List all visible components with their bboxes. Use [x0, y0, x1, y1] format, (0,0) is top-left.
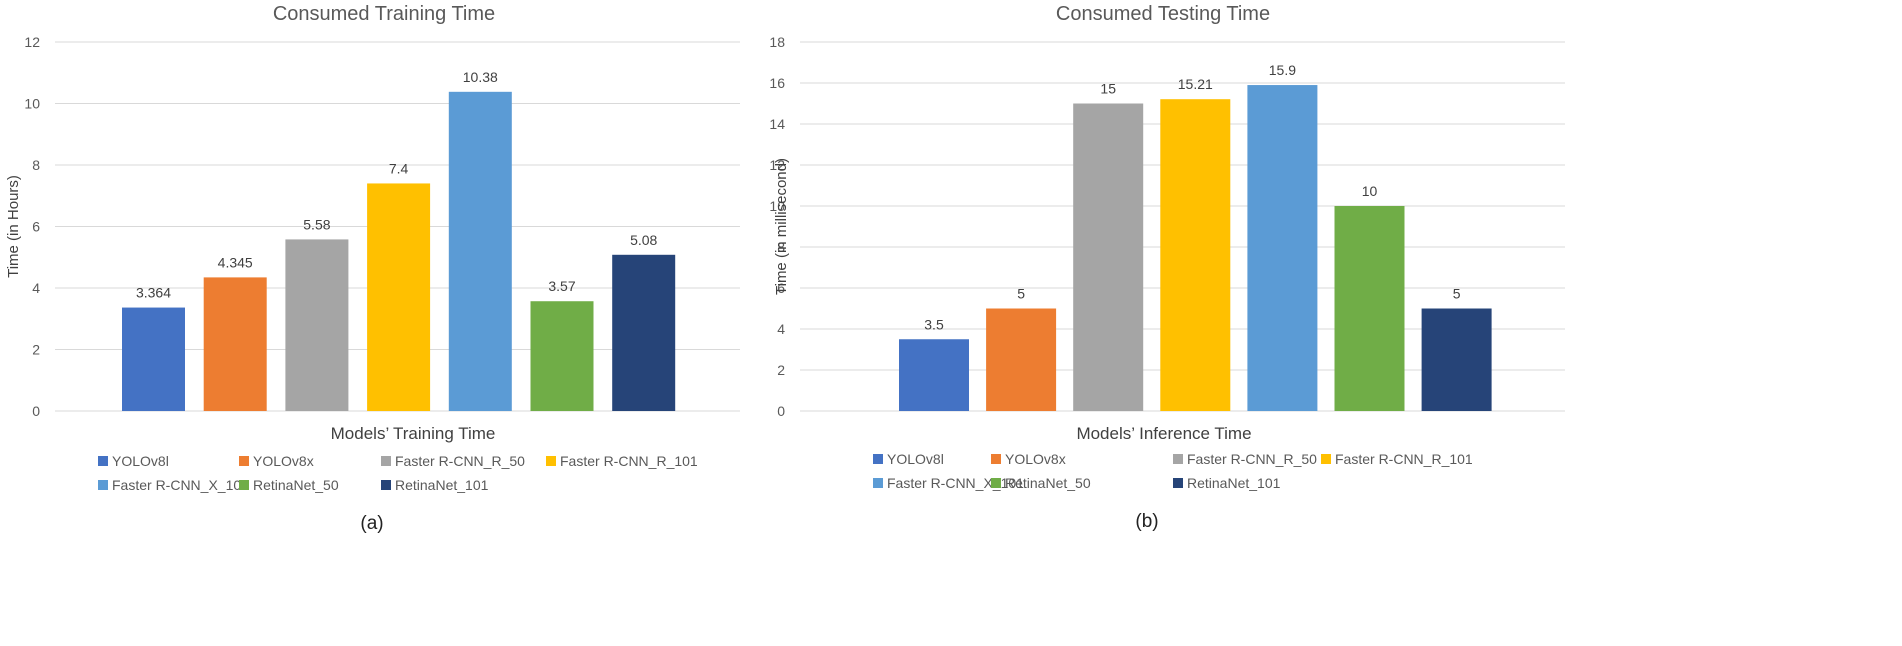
- bar-faster-r-cnn-r-101: [1160, 99, 1231, 411]
- legend-swatch: [991, 478, 1001, 488]
- bar-faster-r-cnn-r-50: [285, 239, 349, 411]
- data-label: 10: [1362, 183, 1378, 199]
- data-label: 3.5: [924, 316, 944, 332]
- legend-label: YOLOv8l: [887, 451, 944, 467]
- legend-item: RetinaNet_50: [239, 477, 339, 493]
- legend-swatch: [239, 480, 249, 490]
- data-label: 5: [1453, 286, 1461, 302]
- bar-faster-r-cnn-r-101: [367, 183, 431, 411]
- legend-item: Faster R-CNN_R_101: [546, 453, 698, 469]
- y-tick-label: 14: [769, 116, 785, 132]
- x-axis-title: Models’ Training Time: [331, 424, 496, 443]
- y-axis-label: Time (in Hours): [5, 175, 22, 278]
- legend-item: Faster R-CNN_X_101: [873, 475, 1024, 491]
- legend-item: Faster R-CNN_R_101: [1321, 451, 1473, 467]
- legend-item: RetinaNet_101: [381, 477, 489, 493]
- y-tick-label: 8: [777, 239, 785, 255]
- legend-label: YOLOv8x: [1005, 451, 1066, 467]
- legend-swatch: [1173, 478, 1183, 488]
- legend-label: Faster R-CNN_X_101: [112, 477, 249, 493]
- data-label: 5.08: [630, 232, 657, 248]
- bar-faster-r-cnn-x-101: [1247, 85, 1318, 412]
- y-tick-label: 2: [777, 362, 785, 378]
- legend-swatch: [991, 454, 1001, 464]
- legend-item: YOLOv8l: [98, 453, 169, 469]
- legend-item: Faster R-CNN_R_50: [381, 453, 525, 469]
- chart-b: Consumed Testing Time 0 2 4 6 8 10 12 14 16 18 Time…: [769, 3, 1565, 532]
- y-tick-label: 6: [32, 219, 40, 235]
- bar-yolov8x: [203, 277, 267, 411]
- data-label: 15.9: [1269, 62, 1296, 78]
- bar-yolov8l: [122, 307, 185, 411]
- y-tick-label: 16: [769, 75, 785, 91]
- bar-retinanet-101: [1421, 308, 1492, 411]
- data-label: 5.58: [303, 216, 330, 232]
- y-tick-label: 0: [777, 403, 785, 419]
- data-label: 7.4: [389, 160, 409, 176]
- y-tick-label: 12: [769, 157, 785, 173]
- legend-label: Faster R-CNN_R_101: [1335, 451, 1473, 467]
- legend-label: Faster R-CNN_R_101: [560, 453, 698, 469]
- legend-item: Faster R-CNN_X_101: [98, 477, 249, 493]
- y-tick-label: 0: [32, 403, 40, 419]
- legend-swatch: [381, 456, 391, 466]
- y-tick-label: 4: [32, 280, 40, 296]
- data-label: 3.57: [548, 278, 575, 294]
- bar-faster-r-cnn-r-50: [1073, 103, 1144, 411]
- bar-yolov8l: [899, 339, 969, 411]
- bar-faster-r-cnn-x-101: [448, 91, 512, 411]
- legend-label: RetinaNet_101: [1187, 475, 1281, 491]
- y-tick-label: 8: [32, 157, 40, 173]
- data-label: 15.21: [1178, 76, 1213, 92]
- chart-a: Consumed Training Time 0 2 4 6 8 10 12 Time (in …: [5, 3, 740, 534]
- legend-label: Faster R-CNN_R_50: [395, 453, 525, 469]
- y-tick-label: 12: [24, 34, 40, 50]
- legend-label: RetinaNet_50: [1005, 475, 1091, 491]
- y-tick-label: 4: [777, 321, 785, 337]
- y-axis-label: Time (in millisecond): [773, 158, 790, 295]
- bar-yolov8x: [986, 308, 1057, 411]
- legend-label: YOLOv8x: [253, 453, 314, 469]
- bar-retinanet-50: [1334, 206, 1405, 411]
- legend-item: RetinaNet_50: [991, 475, 1091, 491]
- y-tick-label: 18: [769, 34, 785, 50]
- legend-swatch: [98, 480, 108, 490]
- y-tick-label: 2: [32, 342, 40, 358]
- legend-label: RetinaNet_50: [253, 477, 339, 493]
- legend-swatch: [1173, 454, 1183, 464]
- legend-item: YOLOv8x: [239, 453, 314, 469]
- legend-item: YOLOv8x: [991, 451, 1066, 467]
- legend-swatch: [1321, 454, 1331, 464]
- y-tick-label: 10: [769, 198, 785, 214]
- legend-item: Faster R-CNN_R_50: [1173, 451, 1317, 467]
- legend-swatch: [873, 454, 883, 464]
- legend-swatch: [239, 456, 249, 466]
- legend-swatch: [873, 478, 883, 488]
- bar-retinanet-50: [530, 301, 594, 411]
- y-tick-label: 6: [777, 280, 785, 296]
- legend-item: YOLOv8l: [873, 451, 944, 467]
- legend-swatch: [546, 456, 556, 466]
- legend-label: Faster R-CNN_X_101: [887, 475, 1024, 491]
- legend-swatch: [98, 456, 108, 466]
- data-label: 3.364: [136, 285, 171, 301]
- data-label: 10.38: [463, 69, 498, 85]
- bar-retinanet-101: [612, 254, 676, 411]
- legend-label: YOLOv8l: [112, 453, 169, 469]
- legend-label: Faster R-CNN_R_50: [1187, 451, 1317, 467]
- x-axis-title: Models’ Inference Time: [1076, 424, 1251, 443]
- legend-item: RetinaNet_101: [1173, 475, 1281, 491]
- chart-title: Consumed Testing Time: [1056, 3, 1270, 25]
- legend-swatch: [381, 480, 391, 490]
- panel-label: (a): [360, 513, 383, 534]
- data-label: 4.345: [218, 254, 253, 270]
- panel-label: (b): [1135, 511, 1158, 532]
- chart-title: Consumed Training Time: [273, 3, 495, 25]
- data-label: 15: [1100, 81, 1116, 97]
- data-label: 5: [1017, 286, 1025, 302]
- legend-label: RetinaNet_101: [395, 477, 489, 493]
- y-tick-label: 10: [24, 96, 40, 112]
